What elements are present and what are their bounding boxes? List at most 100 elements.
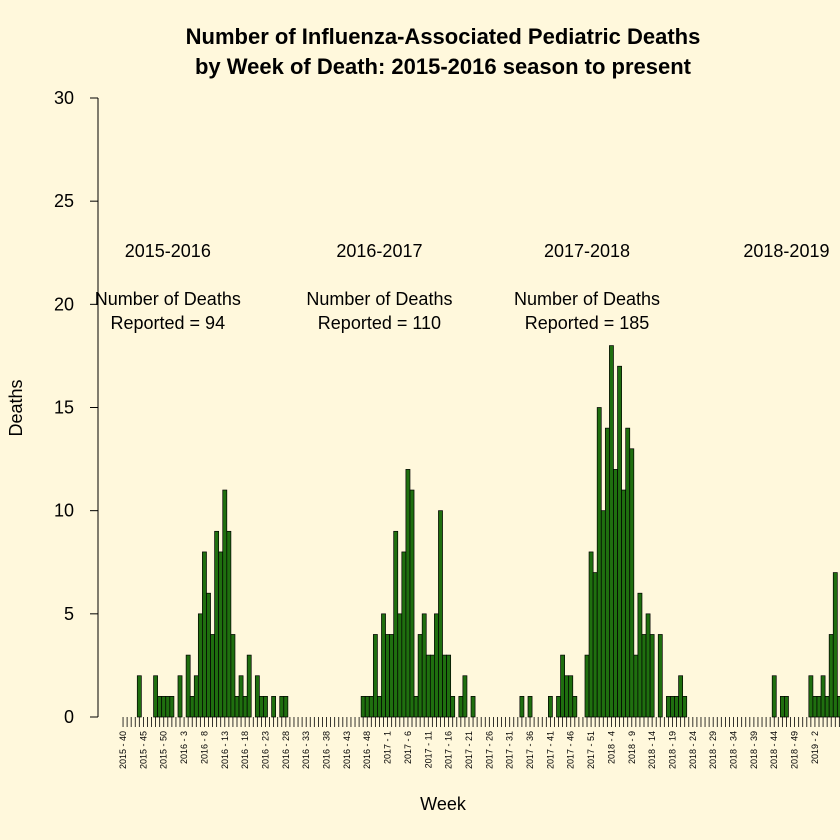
bar xyxy=(210,634,215,718)
chart-title-line1: Number of Influenza-Associated Pediatric… xyxy=(186,24,701,49)
bar xyxy=(596,407,602,718)
bar xyxy=(197,613,203,718)
bar xyxy=(674,696,679,718)
x-tick-label: 2018 - 29 xyxy=(708,731,718,769)
bar xyxy=(263,696,268,718)
x-tick-label: 2017 - 31 xyxy=(505,731,515,769)
bar xyxy=(417,634,423,718)
x-tick-label: 2017 - 21 xyxy=(464,731,474,769)
y-tick-label: 25 xyxy=(54,191,74,211)
x-tick-label: 2017 - 41 xyxy=(545,731,555,769)
bar xyxy=(214,530,220,718)
bar xyxy=(259,696,264,718)
bar xyxy=(613,469,618,718)
bar xyxy=(645,613,651,718)
bar xyxy=(527,696,533,718)
bar xyxy=(283,696,289,718)
x-tick-label: 2016 - 48 xyxy=(362,731,372,769)
season-annotations: 2015-2016 Number of Deaths Reported = 94 20… xyxy=(95,241,830,333)
bar xyxy=(462,675,468,718)
x-tick-label: 2018 - 39 xyxy=(749,731,759,769)
bar xyxy=(234,696,240,718)
bar xyxy=(189,696,195,718)
bar xyxy=(470,696,476,718)
bar xyxy=(442,654,447,718)
bar xyxy=(360,696,366,718)
bar xyxy=(666,696,671,718)
bar xyxy=(771,675,777,718)
bar xyxy=(381,613,386,718)
bar xyxy=(153,675,158,718)
bar xyxy=(547,696,553,718)
bar xyxy=(372,634,378,718)
bar xyxy=(206,592,211,718)
x-tick-label: 2015 - 45 xyxy=(138,731,148,769)
x-tick-label: 2017 - 11 xyxy=(423,731,433,768)
bar xyxy=(556,696,561,718)
bar xyxy=(429,654,435,718)
bar xyxy=(637,592,643,718)
bar-series xyxy=(136,345,840,718)
x-axis: 2015 - 40 2015 - 45 2015 - 50 2016 - 3 2016 … xyxy=(118,717,840,769)
bar xyxy=(832,572,838,718)
x-tick-label: 2016 - 13 xyxy=(220,731,230,769)
bar xyxy=(161,696,167,718)
bar xyxy=(385,634,390,718)
bar xyxy=(588,551,594,718)
bar xyxy=(364,696,370,718)
bar xyxy=(279,696,285,718)
bar xyxy=(458,696,464,718)
x-tick-label: 2016 - 23 xyxy=(260,731,270,769)
bar xyxy=(389,634,395,718)
bar xyxy=(633,654,639,718)
bar xyxy=(185,654,191,718)
y-tick-label: 0 xyxy=(64,707,74,727)
bar xyxy=(604,427,610,718)
bar xyxy=(678,675,684,718)
x-tick-label: 2015 - 40 xyxy=(118,731,128,769)
y-tick-label: 5 xyxy=(64,604,74,624)
bar xyxy=(271,696,277,718)
bar xyxy=(254,675,260,718)
deaths-caption: Number of Deaths xyxy=(514,289,660,309)
bar xyxy=(230,634,236,718)
bar xyxy=(629,448,635,718)
bar xyxy=(808,675,814,718)
bar xyxy=(584,654,590,718)
bar xyxy=(657,634,663,718)
bar xyxy=(202,551,207,718)
bar xyxy=(816,696,822,718)
bar xyxy=(238,675,244,718)
x-tick-label: 2016 - 8 xyxy=(199,731,209,764)
bar xyxy=(600,510,606,718)
bar xyxy=(397,613,403,718)
bar xyxy=(242,696,248,718)
x-tick-label: 2016 - 28 xyxy=(281,731,291,769)
x-tick-label: 2018 - 49 xyxy=(790,731,800,769)
bar xyxy=(779,696,785,718)
deaths-reported: Reported = 185 xyxy=(525,313,650,333)
bar xyxy=(560,654,565,718)
x-tick-label: 2018 - 44 xyxy=(769,731,779,769)
bar xyxy=(413,696,419,718)
bar xyxy=(368,696,374,718)
bar xyxy=(649,634,655,718)
y-tick-label: 15 xyxy=(54,398,74,418)
season-label: 2015-2016 xyxy=(125,241,211,261)
bar xyxy=(393,530,399,718)
bar xyxy=(784,696,789,718)
x-tick-label: 2016 - 43 xyxy=(342,731,352,769)
x-tick-label: 2016 - 18 xyxy=(240,731,250,769)
x-tick-label: 2018 - 34 xyxy=(729,731,739,769)
x-tick-label: 2018 - 9 xyxy=(627,731,637,764)
bar xyxy=(641,634,647,718)
bar xyxy=(193,675,199,718)
x-tick-label: 2018 - 14 xyxy=(647,731,657,769)
bar xyxy=(670,696,675,718)
bar xyxy=(136,675,142,718)
bar xyxy=(377,696,382,718)
season-label: 2017-2018 xyxy=(544,241,630,261)
y-tick-label: 10 xyxy=(54,501,74,521)
bar xyxy=(425,654,431,718)
bar xyxy=(625,427,631,718)
